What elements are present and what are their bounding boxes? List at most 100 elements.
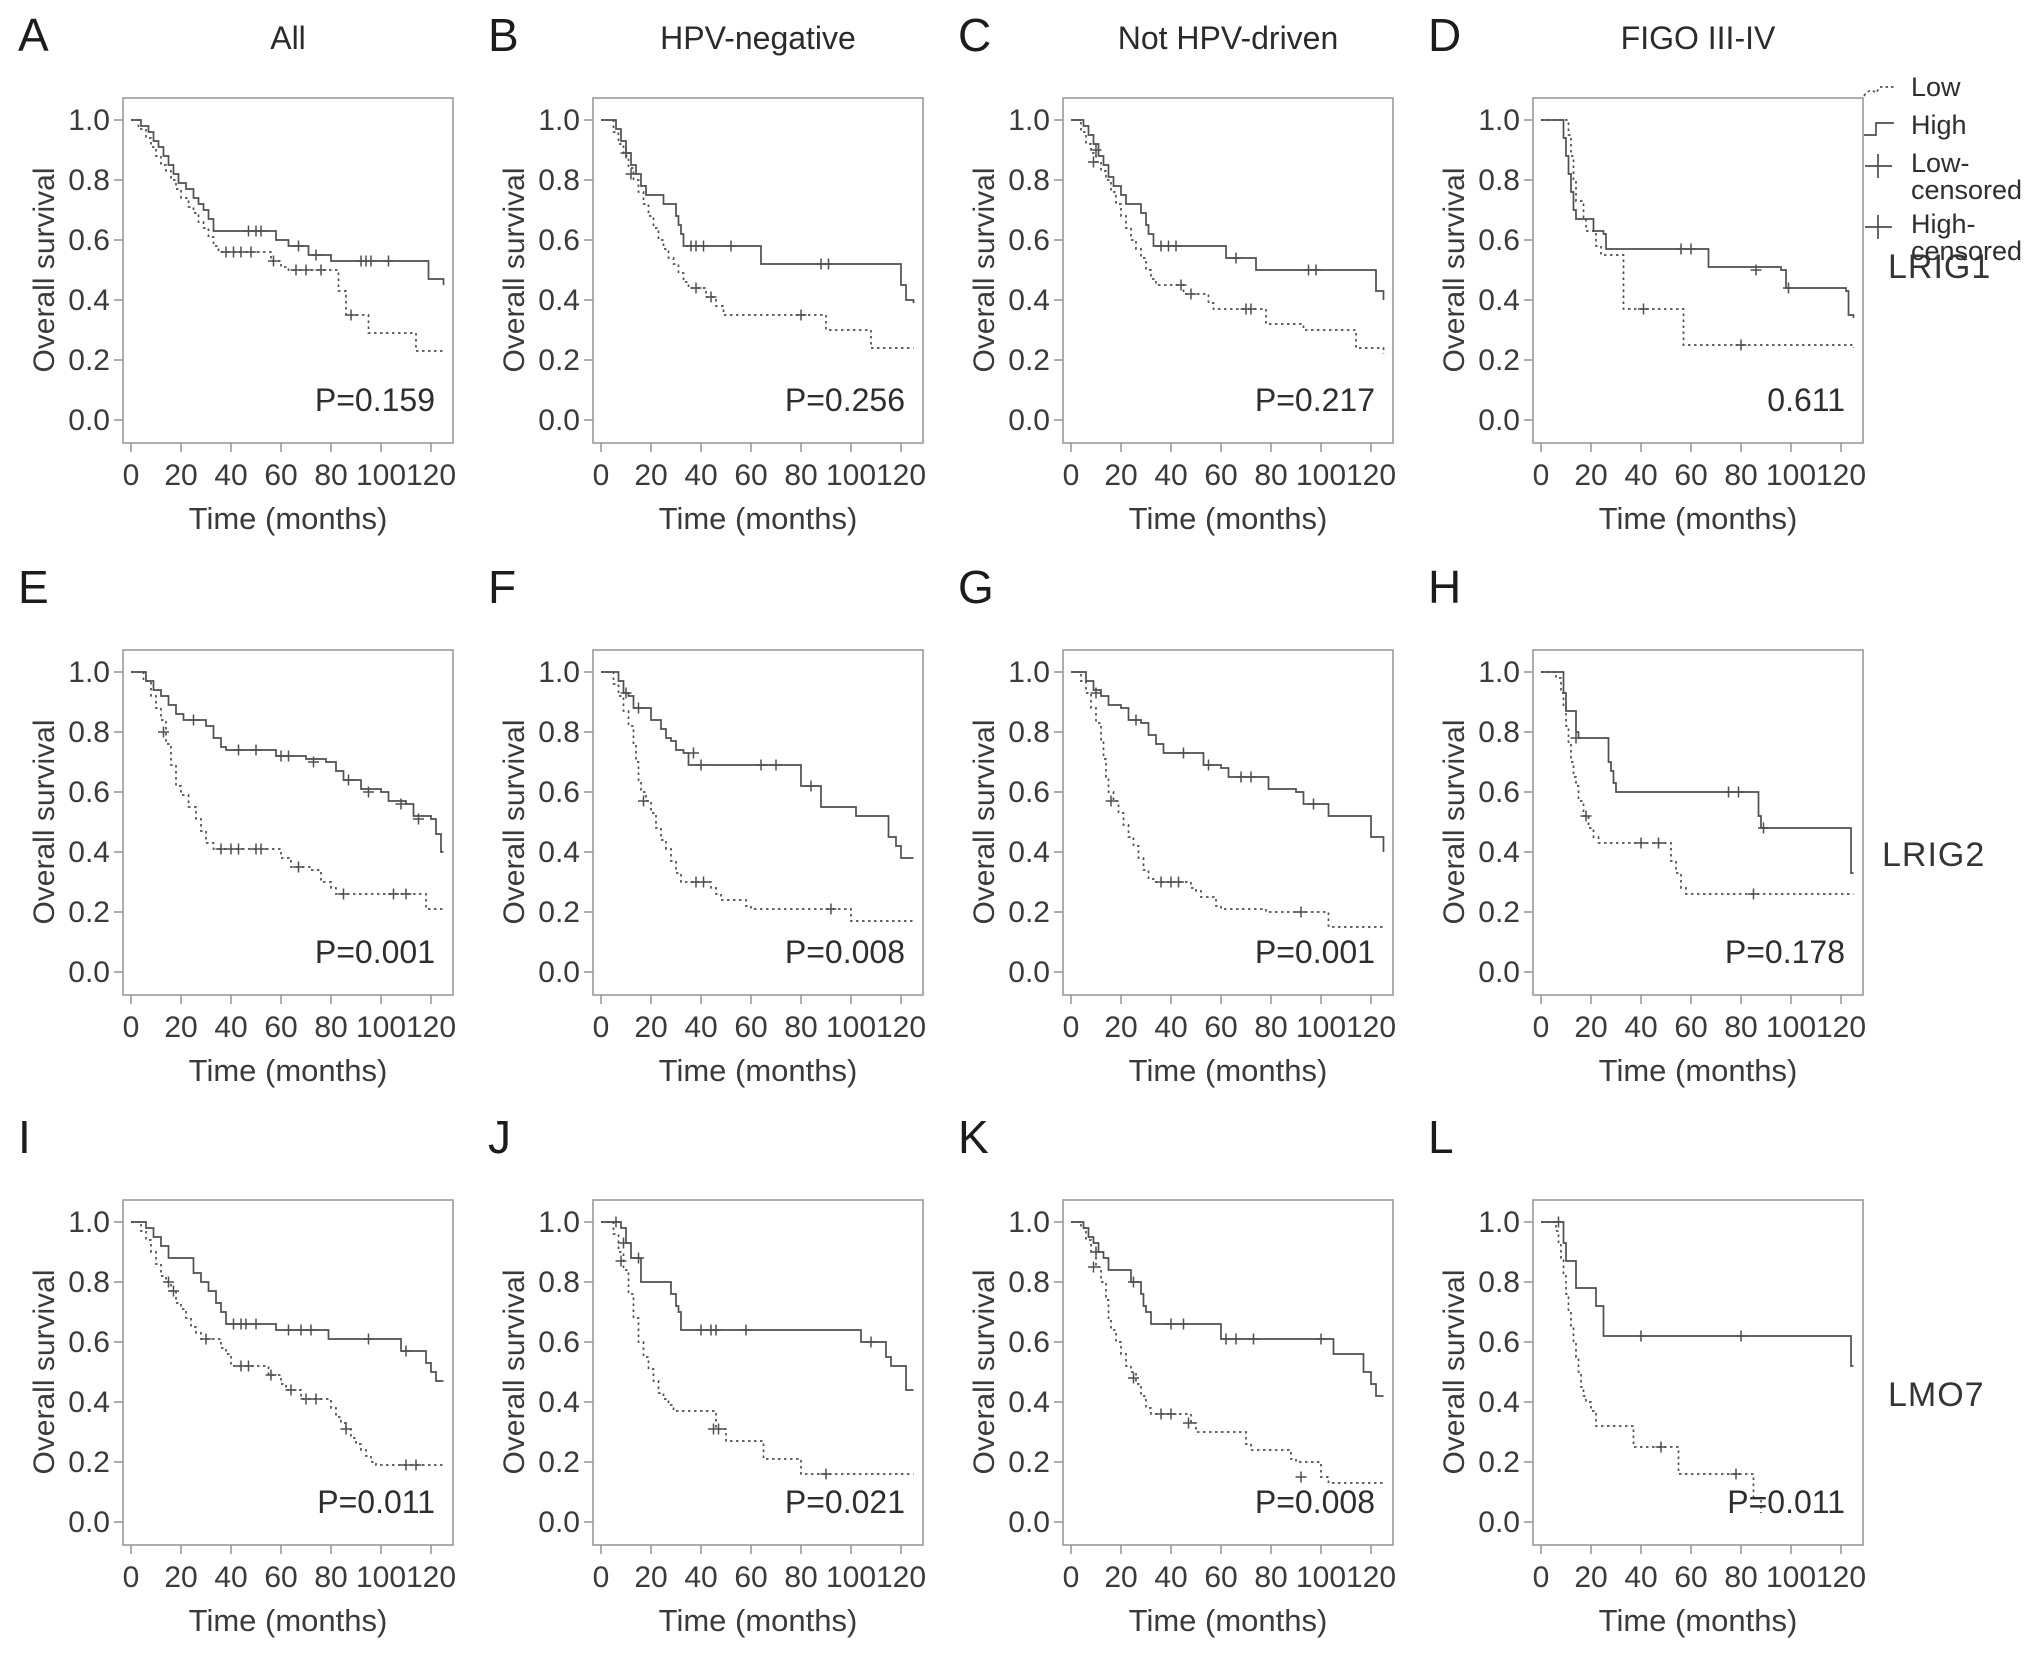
y-axis-label: Overall survival	[498, 719, 531, 924]
y-tick-label: 0.6	[538, 1326, 580, 1359]
x-tick-label: 20	[1104, 1011, 1137, 1044]
x-tick-label: 80	[314, 1011, 347, 1044]
x-tick-label: 0	[123, 1561, 140, 1594]
x-tick-label: 80	[1724, 459, 1757, 492]
y-tick-label: 0.0	[538, 1506, 580, 1539]
plot-box	[122, 97, 454, 444]
x-tick-label: 80	[1254, 459, 1287, 492]
x-tick-label: 60	[1204, 1561, 1237, 1594]
y-tick-label: 0.8	[1478, 1266, 1520, 1299]
y-tick-label: 0.4	[68, 284, 110, 317]
x-tick-label: 0	[1533, 1011, 1550, 1044]
censor-marks-low	[220, 246, 357, 321]
x-axis-label: Time (months)	[1129, 501, 1328, 536]
x-tick-label: 100	[356, 1011, 406, 1044]
y-tick-label: 0.2	[1008, 896, 1050, 929]
km-panel: B HPV-negative 1.0 0.8 0.6 0.4 0.2 0.0 0 20 40 60…	[488, 6, 948, 551]
panel-letter: E	[18, 561, 49, 613]
y-axis-label: Overall survival	[28, 167, 61, 372]
y-tick-label: 0.4	[1008, 1386, 1050, 1419]
y-tick-label: 0.2	[1478, 344, 1520, 377]
x-tick-label: 100	[826, 1011, 876, 1044]
x-tick-label: 40	[1624, 459, 1657, 492]
y-tick-label: 1.0	[68, 104, 110, 137]
x-axis-label: Time (months)	[189, 501, 388, 536]
censor-marks-high	[1090, 1246, 1327, 1345]
y-tick-label: 0.2	[538, 1446, 580, 1479]
y-tick-label: 0.2	[68, 896, 110, 929]
x-tick-label: 120	[406, 459, 456, 492]
x-tick-label: 0	[1063, 1561, 1080, 1594]
y-tick-label: 0.2	[538, 896, 580, 929]
legend-label: High-censored	[1911, 209, 2023, 266]
x-tick-label: 80	[784, 1011, 817, 1044]
y-axis-label: Overall survival	[1438, 1269, 1471, 1474]
x-tick-label: 80	[314, 1561, 347, 1594]
x-tick-label: 120	[1346, 1011, 1396, 1044]
km-curve-high	[1541, 119, 1855, 318]
plot-box	[1062, 97, 1394, 444]
panel-letter: A	[18, 9, 49, 61]
km-plot: 1.0 0.8 0.6 0.4 0.2 0.0 0 20 40 60 80 100 120 Overall…	[498, 1199, 926, 1638]
x-tick-label: 20	[1104, 459, 1137, 492]
x-tick-label: 60	[1204, 459, 1237, 492]
x-tick-label: 20	[164, 1011, 197, 1044]
x-axis-label: Time (months)	[659, 1603, 858, 1638]
y-tick-label: 0.4	[1478, 836, 1520, 869]
censor-marks-high	[1553, 1216, 1747, 1342]
y-axis-label: Overall survival	[1438, 719, 1471, 924]
x-tick-label: 40	[214, 1011, 247, 1044]
y-tick-label: 0.4	[68, 836, 110, 869]
km-curve-low	[1071, 119, 1385, 354]
x-tick-label: 0	[1063, 459, 1080, 492]
y-axis-label: Overall survival	[28, 1269, 61, 1474]
panel-title: All	[270, 20, 306, 56]
x-tick-label: 40	[684, 1011, 717, 1044]
p-value: P=0.178	[1725, 934, 1845, 970]
km-panel: J 1.0 0.8 0.6 0.4 0.2 0.0 0 20 40 60 80 100 120 Overa…	[488, 1108, 948, 1653]
x-tick-label: 80	[784, 459, 817, 492]
panel-letter: C	[958, 9, 992, 61]
x-tick-label: 20	[1574, 459, 1607, 492]
x-tick-label: 0	[593, 459, 610, 492]
panel-letter: J	[488, 1111, 511, 1163]
censor-marks-low	[1580, 810, 1759, 900]
x-tick-label: 60	[264, 1011, 297, 1044]
p-value: P=0.008	[1255, 1484, 1375, 1520]
x-tick-label: 120	[1346, 459, 1396, 492]
y-tick-label: 0.6	[1008, 1326, 1050, 1359]
km-panel: K 1.0 0.8 0.6 0.4 0.2 0.0 0 20 40 60 80 100 120 Overa…	[958, 1108, 1418, 1653]
censor-marks-low	[1655, 1441, 1742, 1480]
x-tick-label: 20	[634, 459, 667, 492]
x-axis-label: Time (months)	[1599, 501, 1798, 536]
plot-box	[1062, 649, 1394, 996]
panel-title: Not HPV-driven	[1117, 20, 1339, 56]
km-curve-low	[601, 1221, 914, 1475]
x-tick-label: 0	[1533, 1561, 1550, 1594]
plot-box	[1532, 1199, 1864, 1546]
legend-item: Low	[1862, 74, 2030, 105]
y-tick-label: 0.6	[68, 224, 110, 257]
km-curve-low	[1071, 1221, 1384, 1484]
censor-marks-low	[1088, 156, 1257, 315]
y-tick-label: 1.0	[1008, 104, 1050, 137]
km-panel: E 1.0 0.8 0.6 0.4 0.2 0.0 0 20 40 60 80 100 120 Overa…	[18, 558, 478, 1103]
p-value: P=0.256	[785, 382, 905, 418]
y-tick-label: 0.2	[1008, 1446, 1050, 1479]
x-axis-label: Time (months)	[189, 1603, 388, 1638]
gene-label-lmo7: LMO7	[1888, 1376, 1985, 1414]
x-tick-label: 40	[1624, 1011, 1657, 1044]
legend-item: Low-censored	[1862, 150, 2030, 204]
x-tick-label: 120	[1346, 1561, 1396, 1594]
x-tick-label: 0	[123, 1011, 140, 1044]
y-tick-label: 0.6	[68, 776, 110, 809]
dashed-step-line-icon	[1863, 86, 1896, 97]
x-tick-label: 40	[1154, 1561, 1187, 1594]
plot-box	[122, 1199, 454, 1546]
y-tick-label: 0.0	[1008, 1506, 1050, 1539]
x-tick-label: 120	[876, 1011, 926, 1044]
y-tick-label: 1.0	[538, 1206, 580, 1239]
censor-marks-low	[615, 1255, 832, 1480]
panel-letter: B	[488, 9, 519, 61]
y-tick-label: 0.6	[1008, 224, 1050, 257]
